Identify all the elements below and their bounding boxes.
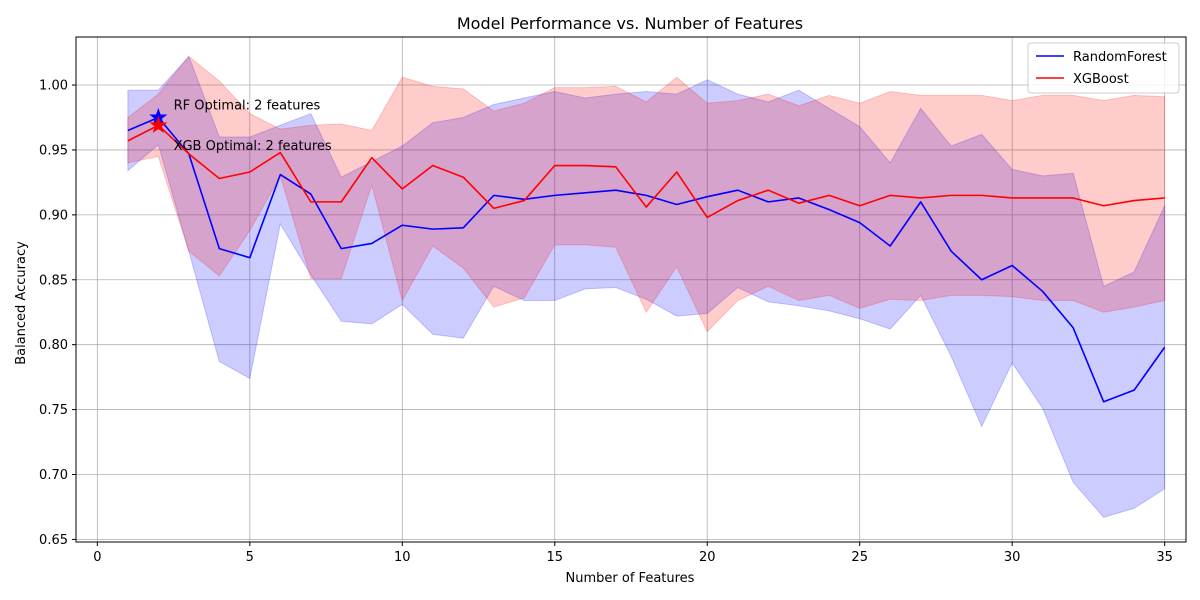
y-tick-label: 0.95	[39, 143, 68, 158]
y-tick-label: 0.70	[39, 468, 68, 483]
x-tick-label: 20	[699, 550, 716, 565]
x-tick-label: 0	[93, 550, 101, 565]
confidence-bands	[127, 55, 1166, 518]
x-tick-label: 30	[1004, 550, 1021, 565]
y-tick-label: 0.65	[39, 533, 68, 548]
annotation-randomforest: RF Optimal: 2 features	[174, 99, 321, 114]
y-tick-label: 0.85	[39, 273, 68, 288]
plot-frame	[75, 36, 1187, 543]
y-tick-label: 0.75	[39, 403, 68, 418]
x-axis-label: Number of Features	[566, 571, 695, 586]
y-axis-ticks: 0.65 0.70 0.75 0.80 0.85 0.90 0.95 1.00	[39, 79, 76, 548]
x-tick-label: 35	[1156, 550, 1173, 565]
x-axis-ticks: 0 5 10 15 20 25 30 35	[93, 542, 1173, 565]
x-tick-label: 10	[394, 550, 411, 565]
x-tick-label: 25	[851, 550, 868, 565]
legend-label-randomforest: RandomForest	[1073, 50, 1167, 65]
y-tick-label: 0.90	[39, 208, 68, 223]
legend-label-xgboost: XGBoost	[1073, 72, 1129, 87]
star-marker-xgboost	[149, 115, 168, 133]
x-tick-label: 5	[246, 550, 254, 565]
y-axis-label: Balanced Accuracy	[14, 241, 29, 365]
legend: RandomForest XGBoost	[1027, 42, 1180, 94]
y-tick-label: 1.00	[39, 79, 68, 94]
chart-title: Model Performance vs. Number of Features	[457, 14, 803, 33]
band-xgboost	[127, 55, 1166, 333]
grid	[76, 37, 1186, 542]
annotation-xgboost: XGB Optimal: 2 features	[174, 139, 332, 154]
annotations: RF Optimal: 2 features XGB Optimal: 2 fea…	[174, 99, 332, 154]
optimal-markers	[149, 107, 168, 133]
series-lines	[127, 116, 1166, 403]
x-tick-label: 15	[546, 550, 563, 565]
legend-box	[1027, 42, 1180, 94]
band-randomforest	[127, 55, 1166, 518]
y-tick-label: 0.80	[39, 338, 68, 353]
